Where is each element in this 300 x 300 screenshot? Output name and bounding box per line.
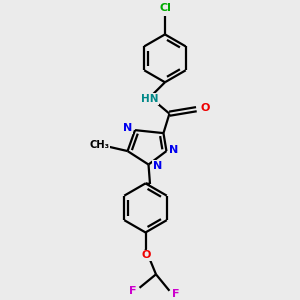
Text: N: N bbox=[123, 123, 132, 133]
Text: F: F bbox=[129, 286, 137, 296]
Text: N: N bbox=[153, 161, 162, 171]
Text: F: F bbox=[172, 289, 180, 299]
Text: CH₃: CH₃ bbox=[89, 140, 109, 150]
Text: O: O bbox=[141, 250, 151, 260]
Text: O: O bbox=[201, 103, 210, 113]
Text: N: N bbox=[169, 145, 178, 154]
Text: Cl: Cl bbox=[159, 3, 171, 13]
Text: HN: HN bbox=[141, 94, 158, 104]
